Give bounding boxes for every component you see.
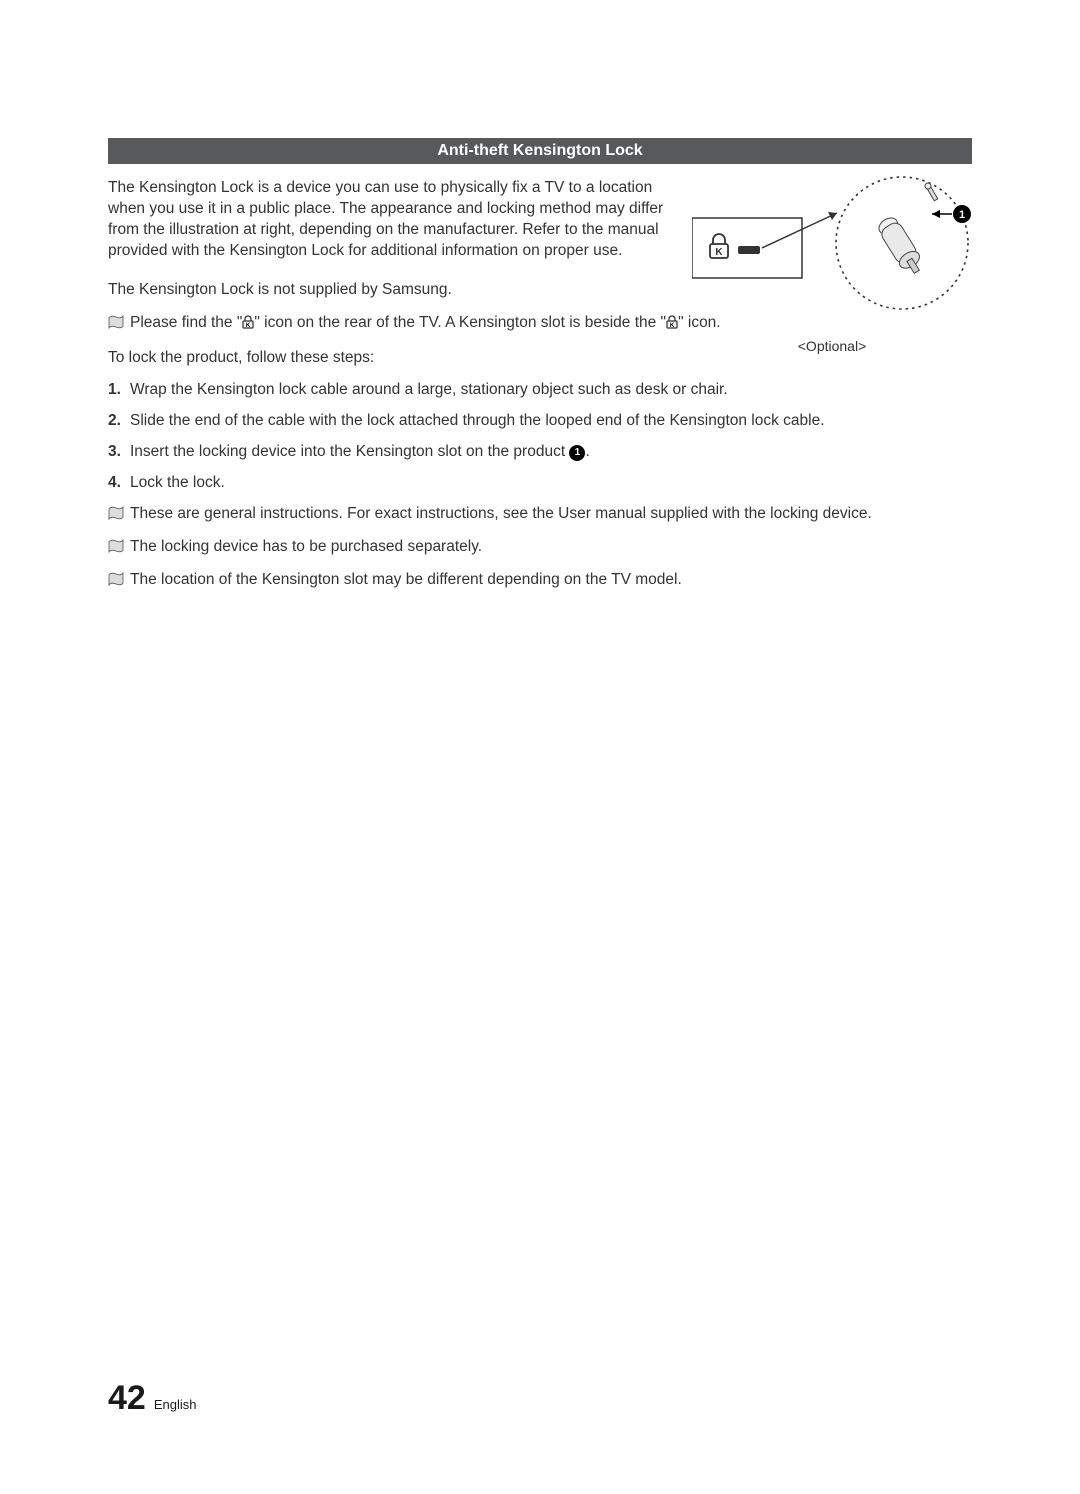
note-3: The location of the Kensington slot may …: [108, 570, 972, 593]
k-padlock-icon-inline-2: K: [666, 315, 678, 336]
step-1: Wrap the Kensington lock cable around a …: [108, 380, 972, 401]
step-4-text: Lock the lock.: [130, 474, 225, 491]
note-3-text: The location of the Kensington slot may …: [130, 570, 972, 593]
find-icon-before: Please find the ": [130, 314, 242, 331]
note-icon: [108, 570, 124, 593]
step-3-after: .: [585, 443, 589, 460]
svg-text:K: K: [670, 323, 675, 329]
note-1-text: These are general instructions. For exac…: [130, 504, 972, 527]
page-content: Anti-theft Kensington Lock K: [0, 0, 1080, 593]
kensington-diagram-svg: K 1: [692, 168, 972, 323]
step-3: Insert the locking device into the Kensi…: [108, 442, 972, 463]
note-2: The locking device has to be purchased s…: [108, 537, 972, 560]
svg-text:K: K: [715, 247, 723, 258]
step-2-text: Slide the end of the cable with the lock…: [130, 412, 825, 429]
step-2: Slide the end of the cable with the lock…: [108, 411, 972, 432]
note-icon: [108, 504, 124, 527]
note-icon: [108, 537, 124, 560]
note-icon: [108, 313, 124, 336]
section-title-bar: Anti-theft Kensington Lock: [108, 138, 972, 164]
page-number: 42: [108, 1379, 146, 1418]
find-icon-mid: " icon on the rear of the TV. A Kensingt…: [254, 314, 666, 331]
page-language: English: [154, 1397, 197, 1412]
step-3-before: Insert the locking device into the Kensi…: [130, 443, 569, 460]
section-title: Anti-theft Kensington Lock: [437, 142, 642, 159]
intro-paragraph: The Kensington Lock is a device you can …: [108, 178, 668, 262]
svg-text:K: K: [246, 323, 251, 329]
steps-list: Wrap the Kensington lock cable around a …: [108, 380, 972, 494]
note-2-text: The locking device has to be purchased s…: [130, 537, 972, 560]
notes-block: These are general instructions. For exac…: [108, 504, 972, 593]
callout-num: 1: [575, 446, 581, 460]
note-1: These are general instructions. For exac…: [108, 504, 972, 527]
svg-text:1: 1: [959, 209, 965, 221]
callout-1-inline-icon: 1: [569, 445, 585, 461]
kensington-figure: K 1: [692, 168, 972, 354]
step-1-text: Wrap the Kensington lock cable around a …: [130, 381, 728, 398]
figure-caption: <Optional>: [692, 338, 972, 354]
page-footer: 42 English: [108, 1379, 196, 1418]
step-4: Lock the lock.: [108, 473, 972, 494]
k-padlock-icon-inline-1: K: [242, 315, 254, 336]
